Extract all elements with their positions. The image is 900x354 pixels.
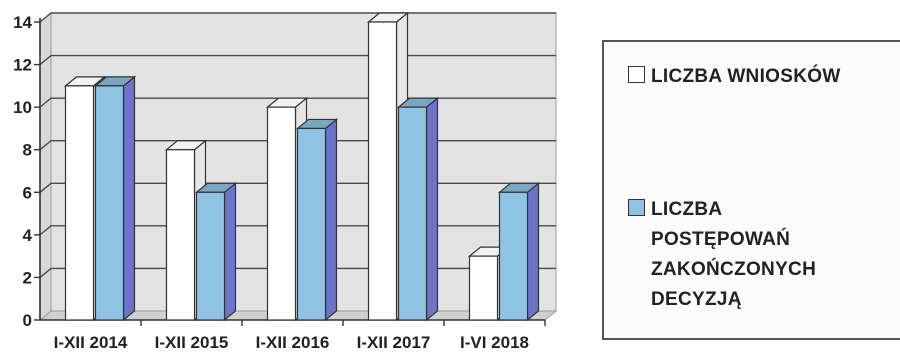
x-tick-label: I-XII 2017 [357, 333, 431, 352]
y-tick-label: 14 [13, 13, 32, 32]
y-tick-label: 12 [13, 56, 32, 75]
y-tick-label: 8 [23, 141, 32, 160]
legend-swatch-postepowania [628, 199, 645, 216]
legend-item-postepowania: LICZBA POSTĘPOWAŃ ZAKOŃCZONYCH DECYZJĄ [628, 195, 816, 315]
bar-postepowania [94, 85, 125, 321]
bar-postepowania-side [425, 96, 439, 322]
bar-postepowania [296, 127, 327, 321]
legend-line: POSTĘPOWAŃ [651, 229, 791, 250]
legend-swatch-wnioski [628, 66, 645, 83]
bar-postepowania-side [122, 75, 136, 322]
x-tick-label: I-XII 2014 [54, 333, 128, 352]
bar-postepowania-side [526, 182, 540, 322]
chart-side-wall [39, 11, 52, 322]
x-tick-label: I-VI 2018 [460, 333, 529, 352]
bar-postepowania-side [223, 182, 237, 322]
y-tick-label: 2 [23, 268, 32, 287]
y-tick-label: 6 [23, 183, 32, 202]
bar-wnioski [367, 21, 398, 321]
bar-wnioski [165, 149, 196, 321]
bar-postepowania-side [324, 118, 338, 322]
x-tick-label: I-XII 2016 [256, 333, 330, 352]
legend-item-wnioski: LICZBA WNIOSKÓW [628, 62, 841, 92]
bar-wnioski [468, 255, 499, 321]
y-tick-label: 0 [23, 311, 32, 330]
chart-legend: LICZBA WNIOSKÓW LICZBA POSTĘPOWAŃ ZAKOŃC… [602, 40, 900, 340]
y-tick-label: 4 [23, 226, 33, 245]
bar-postepowania [195, 191, 226, 321]
legend-label-wnioski: LICZBA WNIOSKÓW [651, 62, 841, 92]
legend-label-postepowania: LICZBA POSTĘPOWAŃ ZAKOŃCZONYCH DECYZJĄ [651, 195, 816, 315]
legend-line: LICZBA [651, 199, 723, 220]
bar-wnioski [266, 106, 297, 321]
bar-chart: 0 2 4 6 8 10 12 14 I-XII 2014 I-XII 2015 I-XII 201… [13, 11, 558, 352]
bar-wnioski [64, 85, 95, 321]
legend-line: ZAKOŃCZONYCH [651, 259, 817, 280]
bar-postepowania [498, 191, 529, 321]
x-tick-label: I-XII 2015 [155, 333, 229, 352]
y-tick-label: 10 [13, 98, 32, 117]
legend-line: DECYZJĄ [651, 289, 742, 310]
bar-postepowania [397, 106, 428, 321]
legend-line: LICZBA WNIOSKÓW [651, 66, 841, 87]
